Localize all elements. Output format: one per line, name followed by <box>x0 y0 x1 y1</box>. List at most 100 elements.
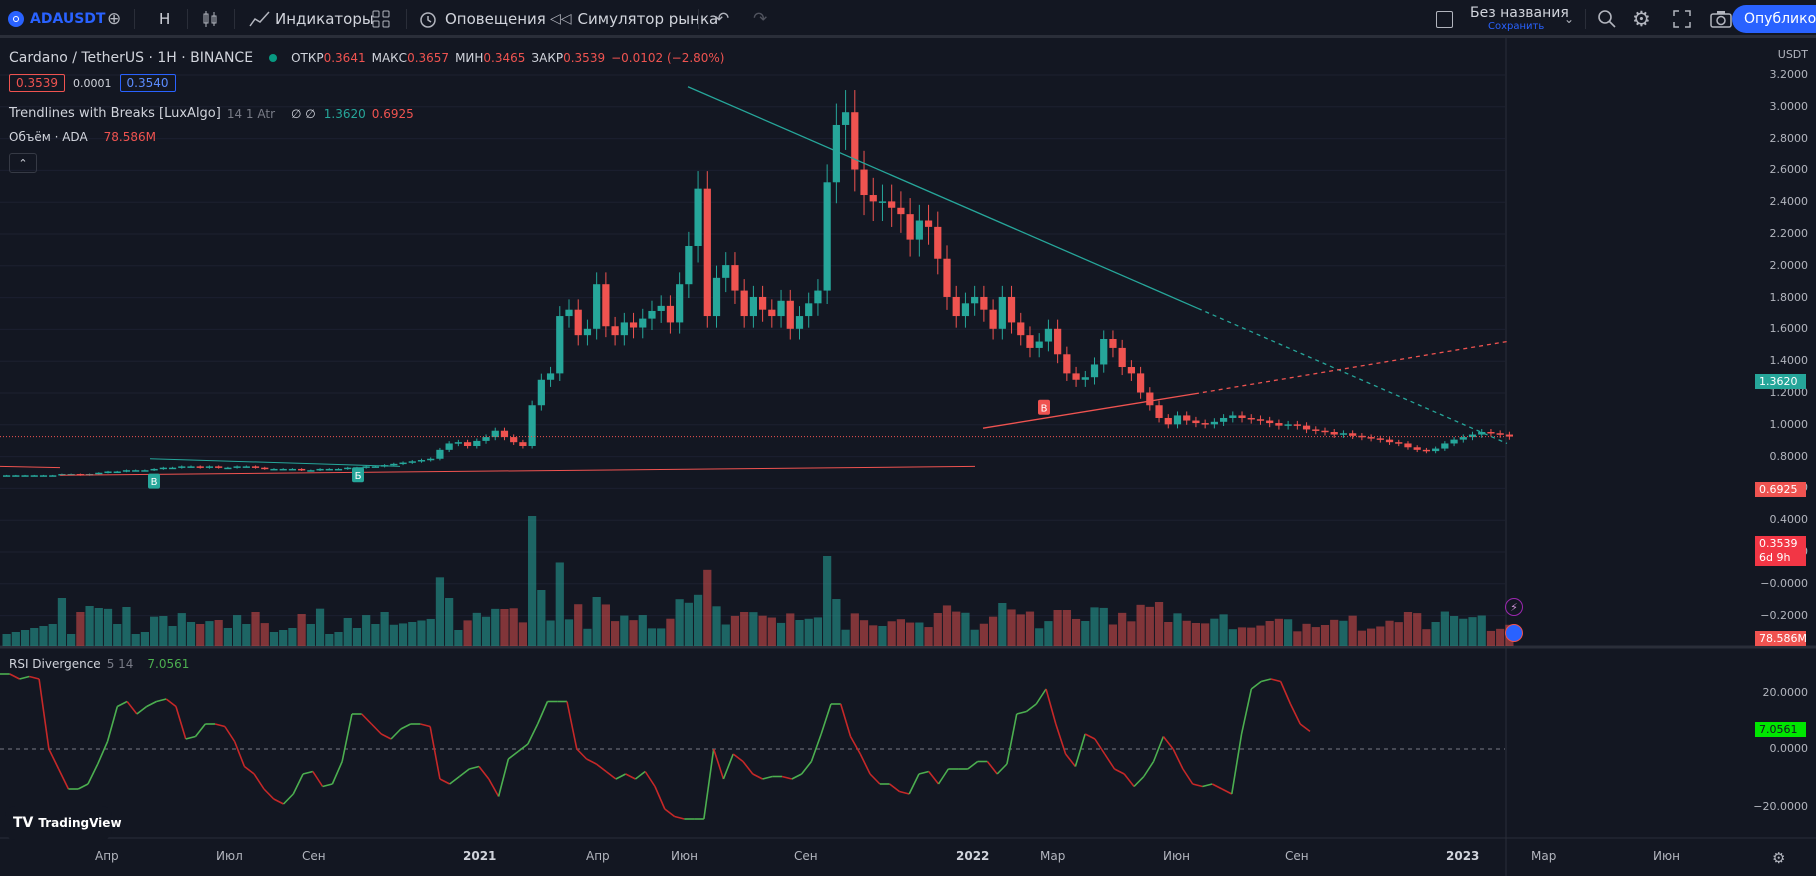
symbol-label: ADAUSDT <box>30 11 106 27</box>
replay-button[interactable]: ◁◁ Симулятор рынка <box>550 0 718 38</box>
volume-bar <box>638 615 647 646</box>
rsi-segment <box>1094 738 1106 755</box>
candle-body <box>1496 433 1504 435</box>
collapse-legend-button[interactable]: ⌃ <box>9 153 37 173</box>
rsi-segment <box>586 758 597 765</box>
layout-checkbox[interactable] <box>1436 0 1453 38</box>
rsi-segment <box>165 698 177 708</box>
volume-bar <box>362 615 371 646</box>
candle-body <box>113 471 121 473</box>
interval-button[interactable]: Н <box>159 10 171 28</box>
volume-bar <box>168 626 177 646</box>
volume-bar <box>1044 621 1053 646</box>
rsi-legend[interactable]: RSI Divergence 5 14 7.0561 <box>9 657 189 671</box>
layout-name-button[interactable]: Без названия Сохранить <box>1470 0 1569 38</box>
tradingview-logo[interactable]: 𝗧𝗩 TradingView <box>5 806 122 840</box>
volume-bar <box>869 625 878 646</box>
lightning-event-icon[interactable]: ⚡ <box>1505 598 1523 616</box>
symbol-search-button[interactable]: ADAUSDT <box>8 0 105 38</box>
volume-bar <box>1145 606 1154 646</box>
candle-body <box>1201 423 1209 425</box>
publish-button[interactable]: Опублико <box>1732 5 1816 33</box>
alerts-button[interactable]: Оповещения <box>419 0 546 38</box>
chart-type-button[interactable] <box>201 0 219 38</box>
volume-bar <box>1486 630 1496 646</box>
layout-dropdown-button[interactable]: ⌄ <box>1564 0 1574 38</box>
candle-body <box>749 296 757 317</box>
volume-bar <box>574 604 583 646</box>
candle-body <box>159 467 167 470</box>
bid-button[interactable]: 0.3539 <box>9 74 65 92</box>
rsi-segment <box>654 786 666 810</box>
fullscreen-button[interactable] <box>1673 0 1691 38</box>
chart-canvas[interactable]: B Б B <box>0 38 1816 876</box>
rsi-segment <box>625 773 636 780</box>
rsi-segment <box>400 723 411 730</box>
volume-bar <box>1201 623 1210 646</box>
rsi-segment <box>1016 710 1027 715</box>
ask-button[interactable]: 0.3540 <box>119 74 176 92</box>
rsi-segment <box>1192 783 1203 788</box>
us-flag-event-icon[interactable] <box>1505 624 1523 642</box>
rsi-segment <box>634 770 646 780</box>
candle-body <box>676 284 684 323</box>
rsi-segment <box>732 753 744 763</box>
candle-body <box>279 468 287 471</box>
rsi-segment <box>1240 688 1253 735</box>
undo-button[interactable]: ↶ <box>715 0 729 38</box>
candle-body <box>473 440 481 447</box>
volume-bar <box>472 612 481 646</box>
snapshot-button[interactable] <box>1710 0 1732 38</box>
axis-settings-button[interactable]: ⚙ <box>1772 849 1785 867</box>
candle-body <box>3 475 11 477</box>
candle-body <box>21 475 29 477</box>
volume-bar <box>1090 607 1099 646</box>
rsi-segment <box>312 771 324 787</box>
alerts-label: Оповещения <box>445 10 546 28</box>
currency-axis-button[interactable]: USDT <box>1777 48 1808 61</box>
high-label: МАКС <box>371 51 408 65</box>
compare-symbol-button[interactable]: ⊕ <box>107 0 121 38</box>
rsi-segment <box>1074 733 1086 767</box>
candle-body <box>1275 423 1283 426</box>
quick-search-button[interactable] <box>1597 0 1617 38</box>
volume-bar <box>30 628 39 646</box>
candle-body <box>482 437 490 441</box>
redo-button[interactable]: ↷ <box>753 0 767 38</box>
rsi-segment <box>889 783 900 793</box>
volume-bar <box>1449 616 1459 646</box>
volume-legend[interactable]: Объём · ADA 78.586M <box>9 130 156 144</box>
templates-button[interactable] <box>372 0 390 38</box>
volume-bar <box>1468 617 1477 646</box>
close-label: ЗАКР <box>531 51 564 65</box>
rsi-segment <box>420 723 431 728</box>
candle-body <box>1219 417 1228 422</box>
candle-body <box>906 214 914 240</box>
volume-bar <box>334 632 343 646</box>
candle-body <box>1146 392 1154 406</box>
rsi-segment <box>791 773 803 780</box>
volume-bar <box>887 621 896 646</box>
trendlines-legend[interactable]: Trendlines with Breaks [LuxAlgo] 14 1 At… <box>9 106 414 121</box>
volume-bar <box>1320 625 1330 646</box>
rsi-segment <box>57 768 70 790</box>
volume-bar <box>813 617 823 646</box>
rsi-segment <box>390 728 402 740</box>
volume-bar <box>915 622 924 646</box>
volume-bar <box>1422 629 1431 646</box>
rsi-segment <box>77 783 89 790</box>
volume-bar <box>85 606 94 646</box>
rsi-indicator-params: 5 14 <box>106 657 134 671</box>
volume-bar <box>933 613 942 646</box>
price-tick-label: 0.4000 <box>1769 513 1809 527</box>
candle-body <box>565 309 573 317</box>
volume-bar <box>297 614 306 646</box>
volume-bar <box>1035 628 1044 646</box>
candle-body <box>657 305 665 311</box>
candle-body <box>786 300 794 329</box>
volume-bar <box>859 620 869 646</box>
settings-button[interactable]: ⚙ <box>1632 0 1651 38</box>
break-marker-badge <box>1038 399 1050 415</box>
volume-bar <box>11 632 20 646</box>
indicators-button[interactable]: Индикаторы <box>249 0 374 38</box>
